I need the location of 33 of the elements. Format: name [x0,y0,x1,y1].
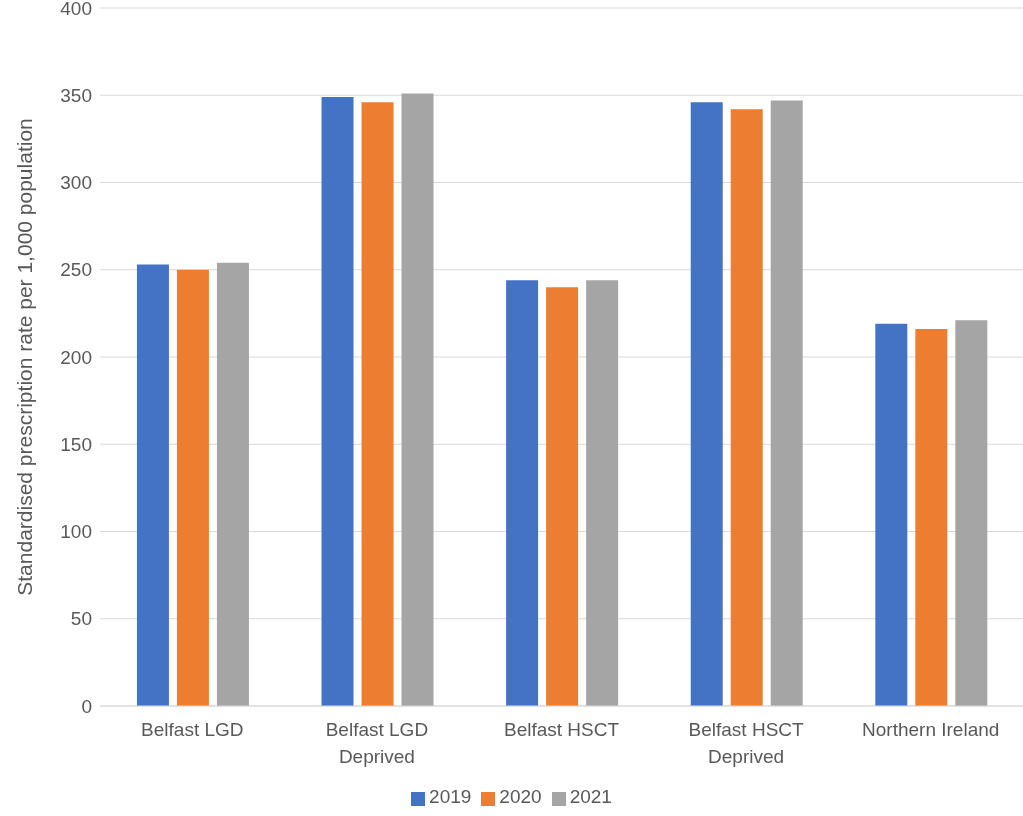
bar [216,262,249,706]
x-tick-label: Belfast HSCT [503,719,620,740]
bar [955,320,988,706]
x-tick-label: Belfast LGD Deprived [325,719,429,767]
bar [321,97,354,706]
y-tick-label: 300 [60,172,92,194]
bar [690,102,723,706]
bar [136,264,169,706]
bar [875,323,908,706]
x-tick-label: Northern Ireland [862,719,1000,740]
y-tick-label: 0 [81,695,92,717]
bar [361,102,394,706]
bar [915,329,948,706]
legend-label: 2019 [429,786,472,807]
bar [586,280,619,706]
y-tick-label: 150 [60,433,92,455]
y-tick-label: 100 [60,521,92,543]
bar [506,280,539,706]
y-tick-label: 250 [60,259,92,281]
y-axis-title: Standardised prescription rate per 1,000 population [13,118,37,596]
bar [176,269,209,706]
y-tick-label: 350 [60,85,92,106]
bar [546,287,579,706]
bar [730,109,763,706]
bar [401,93,434,706]
legend-label: 2021 [569,786,612,807]
x-tick-label: Belfast HSCT Deprived [688,719,805,767]
x-tick-label: Belfast LGD [141,719,244,740]
legend-label: 2020 [499,786,542,807]
bar [770,100,803,706]
y-tick-label: 50 [70,608,92,630]
y-tick-label: 200 [60,346,92,368]
y-tick-label: 400 [60,0,92,19]
